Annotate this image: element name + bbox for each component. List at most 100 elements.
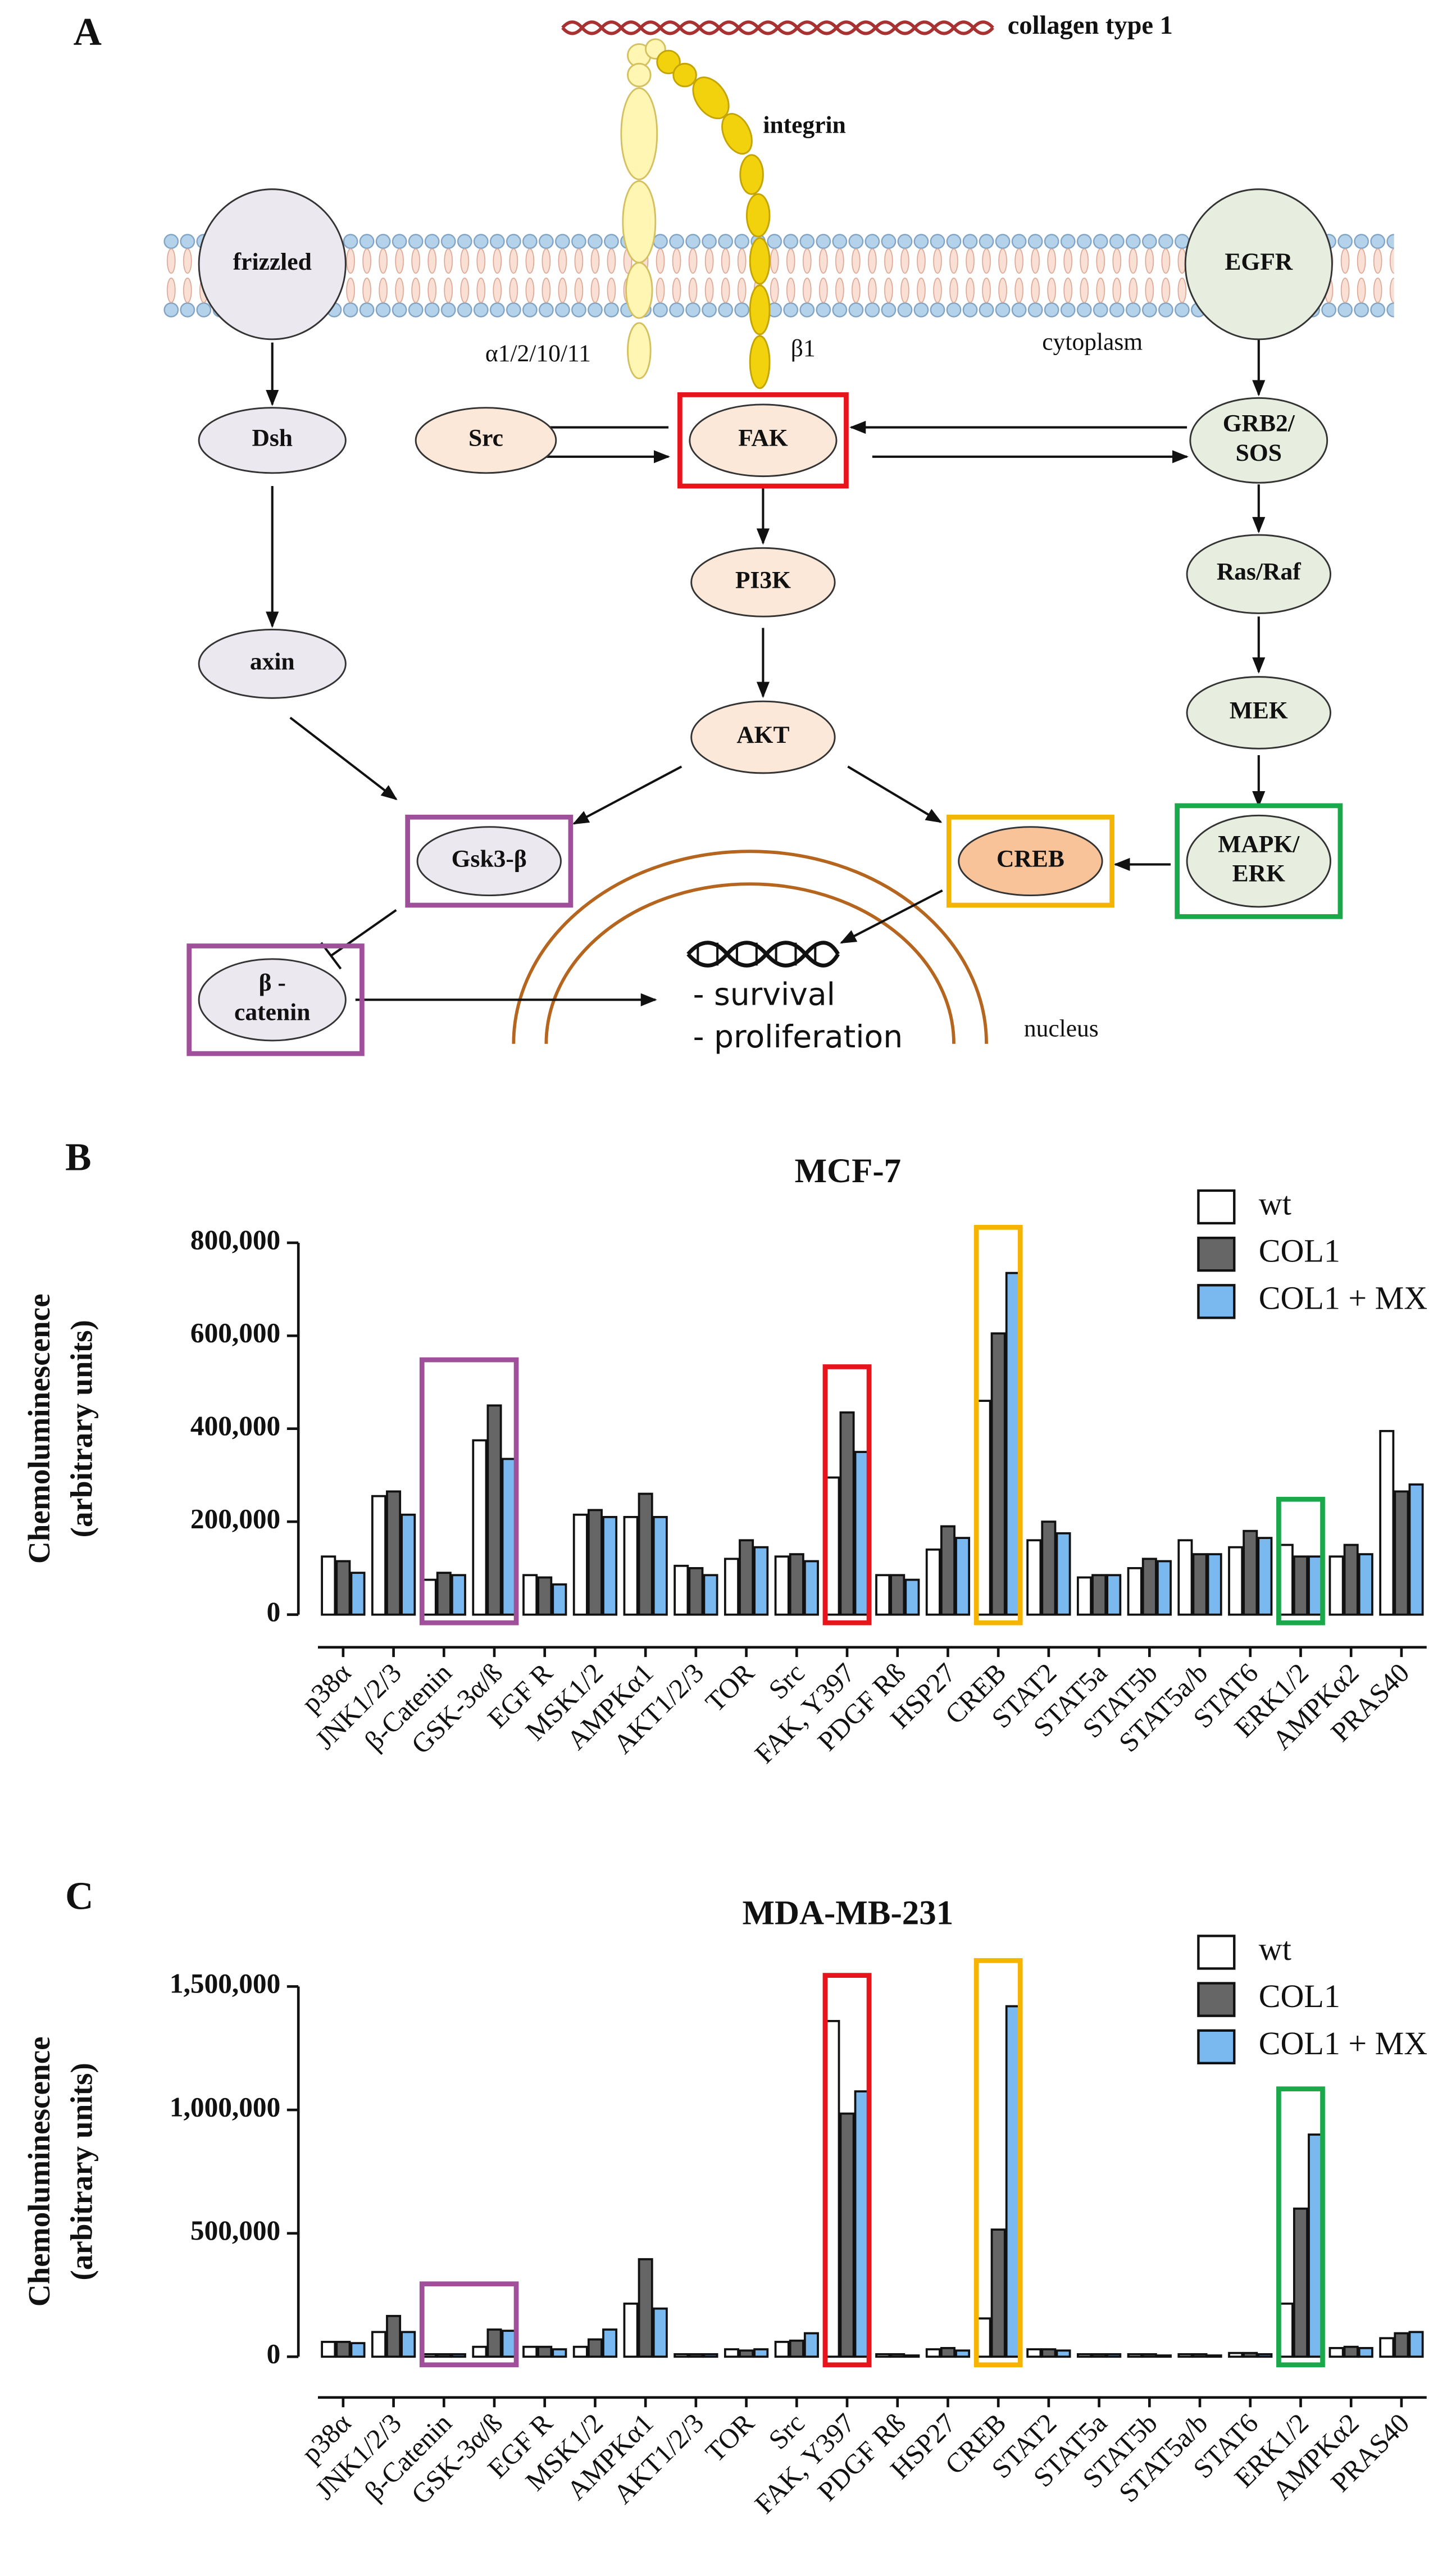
bar [501,1458,517,1616]
y-tick-label: 0 [267,1596,281,1627]
highlight-box [1276,1496,1325,1626]
bar [1076,2353,1092,2358]
node-label: Dsh [252,425,293,452]
bar [1127,1567,1143,1616]
node-label: AKT [736,721,789,748]
bar [421,1578,437,1616]
legend-swatch [1197,2029,1236,2064]
bar [1005,2005,1021,2358]
x-tick-label: TOR [699,1657,760,1718]
bar [753,2348,769,2358]
legend-label: wt [1259,1185,1291,1222]
bar [1308,2133,1323,2358]
bar [552,2348,567,2358]
legend-label: COL1 + MX [1259,1280,1427,1316]
bar [940,2347,956,2358]
bar [1358,1553,1373,1616]
node-label: EGFR [1225,248,1293,275]
legend-swatch [1197,1284,1236,1319]
bar [321,2341,336,2358]
bar [688,1567,704,1616]
bar [890,1574,906,1616]
bar [875,2353,891,2358]
bar [1293,1555,1308,1616]
bar [739,2349,754,2358]
integrin-beta [656,49,771,389]
bar [623,2302,639,2358]
bar [1243,2351,1258,2358]
arrows [266,339,1266,1006]
bar [522,1574,538,1616]
bar [1394,1490,1409,1616]
bar [1207,2354,1222,2358]
bar [1207,1553,1222,1616]
bar [1055,1532,1071,1616]
cytoplasm-label: cytoplasm [1042,328,1143,355]
node [958,826,1103,897]
y-axis-label: Chemoluminescence [22,1293,56,1564]
bar [825,2020,840,2358]
bar [1091,1574,1107,1616]
bar [1308,1555,1323,1616]
bar [955,2349,971,2358]
bar [321,1555,336,1616]
node [415,407,557,474]
bar [724,2348,739,2358]
bar [1055,2349,1071,2358]
node [198,188,347,341]
bar [335,2341,351,2358]
bar [976,2317,991,2358]
bar [537,2345,553,2358]
bar [875,1574,891,1616]
bar [371,1495,386,1616]
bar [1328,1555,1344,1616]
bar [774,1555,790,1616]
bar [825,1476,840,1616]
bar [925,2348,941,2358]
bar [803,2332,819,2358]
bar [688,2353,704,2358]
bar [1005,1272,1021,1616]
highlight-box [973,1224,1023,1626]
nuclear-envelope [544,882,956,1044]
bar [501,2330,517,2358]
chart-title: MDA-MB-231 [742,1895,953,1932]
integrin-label: integrin [763,111,845,138]
legend-label: COL1 [1259,1232,1340,1269]
node-label: SOS [1236,439,1282,466]
bar [1192,2353,1208,2358]
bar [451,1574,466,1616]
bar [587,2338,603,2358]
highlight-box [822,1973,872,2368]
bar [1041,2348,1057,2358]
bar [1026,2348,1042,2358]
highlight-box [186,943,365,1056]
bar [602,2328,618,2358]
bar [652,2307,668,2358]
highlight-box [677,392,849,489]
bar [739,1539,754,1616]
y-tick-label: 400,000 [190,1410,280,1441]
panel-a: A collagen type 1 integrin α1/2/10/11 β1… [74,11,1394,1055]
bar [401,1513,416,1616]
bar [451,2353,466,2358]
node [416,826,562,897]
node [690,547,836,618]
bar [1394,2332,1409,2358]
bar [1257,1537,1273,1616]
legend-swatch [1197,1935,1236,1970]
legend-swatch [1197,1236,1236,1272]
bar [789,1553,804,1616]
node-label: Src [468,425,503,452]
bar [976,1400,991,1616]
nuclear-envelope [512,850,988,1044]
bar [638,1492,653,1616]
bar [537,1576,553,1616]
node-label: Gsk3-β [452,846,527,873]
bar [1177,2353,1193,2358]
bar [1257,2353,1273,2358]
bar [350,2342,366,2358]
node [1186,814,1331,908]
bar [1026,1539,1042,1616]
node-label: PI3K [735,566,791,593]
